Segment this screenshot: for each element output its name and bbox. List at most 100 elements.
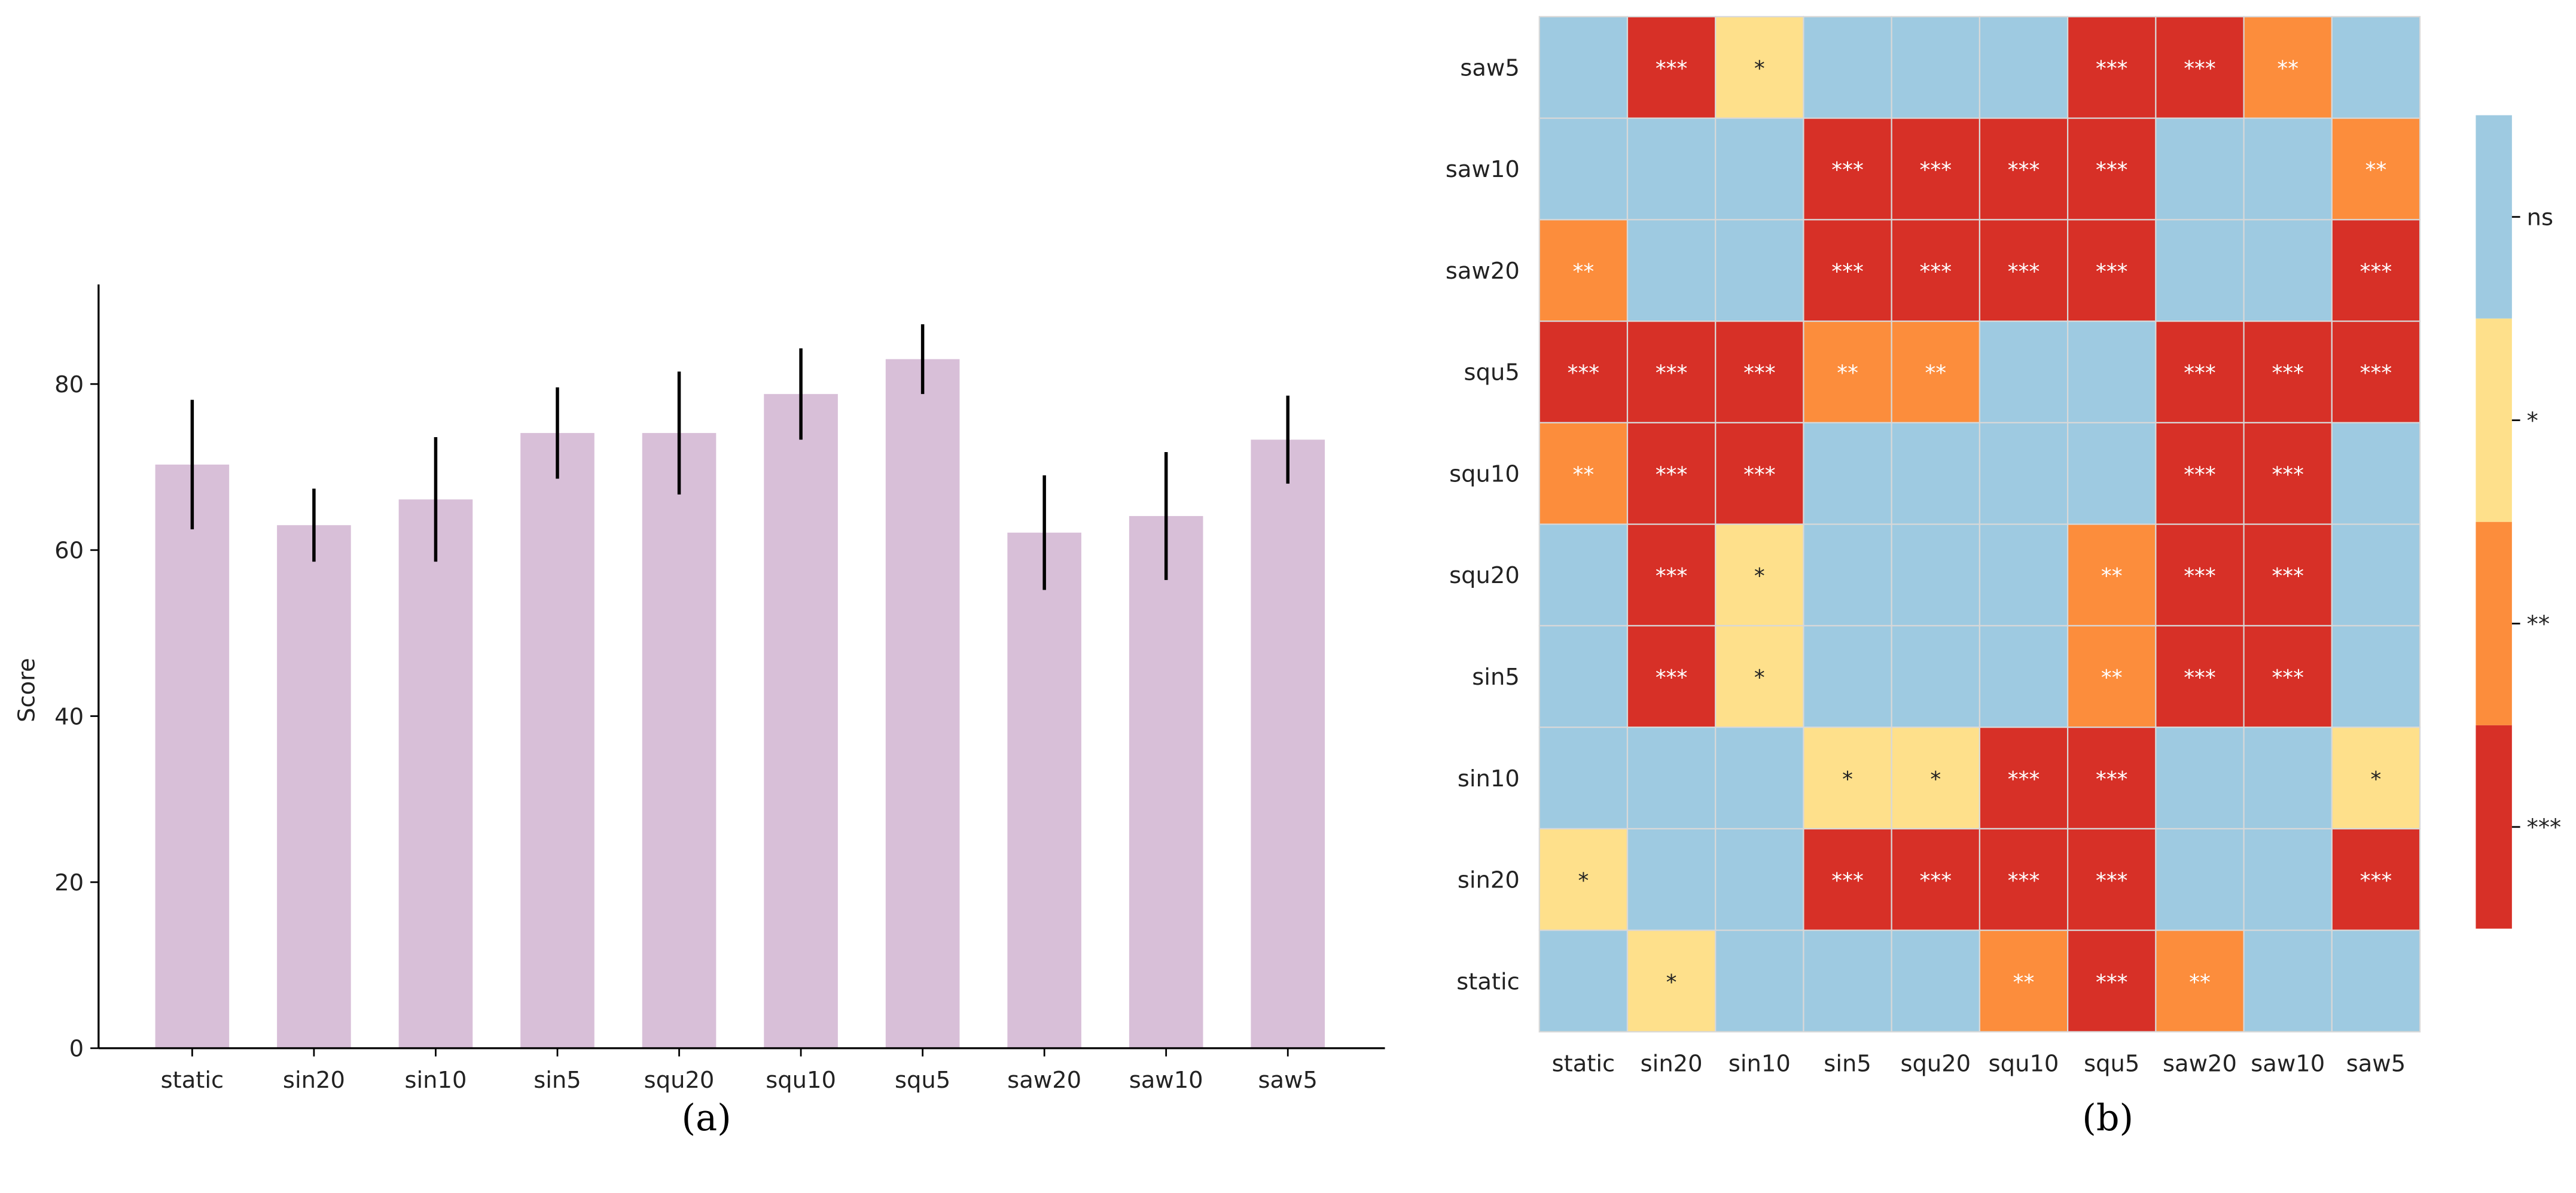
cell-label: *** [2360, 869, 2392, 893]
heatmap-cell [1979, 16, 2069, 119]
row-label: sin5 [1472, 664, 1520, 691]
heatmap-cell [1891, 16, 1981, 119]
bar-chart: static sin20 sin10 sin5 squ20 squ10 squ5 saw20 s… [54, 284, 1385, 1094]
heatmap-cell [1803, 625, 1892, 728]
cell-label: *** [2096, 260, 2128, 284]
heatmap-cell [1715, 929, 1804, 1033]
heatmap-cell [1538, 929, 1629, 1033]
heatmap-cell [1538, 727, 1629, 829]
column-label: sin5 [1824, 1050, 1871, 1077]
heatmap-cell [2331, 828, 2421, 931]
heatmap-cell [1626, 523, 1717, 627]
cell-label: *** [2008, 767, 2040, 792]
colorbar: ns****** [2476, 115, 2561, 929]
cell-label: *** [1831, 260, 1864, 284]
heatmap-cell [1803, 422, 1892, 525]
heatmap-cell [1538, 422, 1629, 525]
heatmap-cell [1979, 727, 2069, 829]
heatmap-cell [1803, 523, 1892, 627]
heatmap-cell [2243, 117, 2333, 221]
y-tick-label: 80 [54, 371, 84, 398]
heatmap-cell [2331, 929, 2421, 1033]
cell-label: *** [2184, 361, 2216, 386]
cell-label: ** [2013, 970, 2035, 994]
caption-a: (a) [682, 1097, 731, 1139]
cell-label: *** [2096, 767, 2128, 792]
cell-label: ** [1573, 260, 1595, 284]
cell-label: ** [2277, 56, 2298, 81]
cell-label: *** [1920, 260, 1952, 284]
heatmap-cell [1538, 321, 1629, 423]
cell-label: *** [1743, 361, 1776, 386]
heatmap-cell [1538, 16, 1629, 119]
colorbar-segment-1 [2476, 318, 2512, 522]
heatmap-cell [1891, 117, 1981, 221]
y-axis-label: Score [14, 658, 41, 722]
heatmap-cell [2155, 422, 2245, 525]
heatmap-cell [2243, 321, 2333, 423]
heatmap-cell [2155, 219, 2245, 322]
bar-saw5 [1251, 440, 1325, 1048]
heatmap-cell [2067, 523, 2157, 627]
heatmap-cell [1803, 219, 1892, 322]
x-tick-label: sin5 [534, 1067, 581, 1094]
cell-label: * [2371, 767, 2382, 792]
cell-label: *** [1920, 158, 1952, 182]
row-label: saw20 [1446, 258, 1520, 285]
cell-label: *** [1656, 564, 1688, 588]
heatmap-cell [1803, 16, 1892, 119]
bar-saw10 [1129, 515, 1203, 1048]
cell-label: *** [2184, 462, 2216, 487]
row-label: sin20 [1458, 867, 1520, 894]
cell-label: *** [1743, 462, 1776, 487]
heatmap-cell [1626, 727, 1717, 829]
cell-label: *** [2360, 361, 2392, 386]
cell-label: *** [1656, 361, 1688, 386]
bar-squ5 [885, 359, 960, 1048]
cell-label: * [1930, 767, 1941, 792]
x-tick-label: squ10 [766, 1067, 836, 1094]
heatmap-cell [1626, 929, 1717, 1033]
heatmap-cell [2331, 422, 2421, 525]
heatmap-cell [2067, 321, 2157, 423]
heatmap-cell [2155, 828, 2245, 931]
column-label: static [1552, 1050, 1615, 1077]
heatmap-cell [1891, 828, 1981, 931]
y-tick-label: 60 [54, 538, 84, 565]
heatmap-cell [1891, 321, 1981, 423]
heatmap-cell [2155, 321, 2245, 423]
heatmap-cell [2155, 117, 2245, 221]
heatmap-cell [2155, 16, 2245, 119]
cell-label: *** [2184, 564, 2216, 588]
heatmap-cell [2331, 625, 2421, 728]
cell-label: ** [1925, 361, 1946, 386]
heatmap-cell [1715, 117, 1804, 221]
heatmap-cell [2067, 828, 2157, 931]
cell-label: *** [2272, 361, 2304, 386]
row-label: squ10 [1449, 460, 1520, 487]
heatmap-cell [1803, 929, 1892, 1033]
cell-label: *** [2360, 260, 2392, 284]
heatmap: saw5 *** * *** *** **saw10 *** *** *** *** **saw20… [1446, 16, 2421, 1077]
heatmap-cell [2067, 117, 2157, 221]
heatmap-cell [1979, 929, 2069, 1033]
column-label: saw10 [2251, 1050, 2325, 1077]
heatmap-cell [1538, 117, 1629, 221]
heatmap-cell [1626, 219, 1717, 322]
heatmap-cell [2243, 422, 2333, 525]
bar-sin20 [277, 525, 351, 1048]
heatmap-cell [2155, 727, 2245, 829]
cell-label: *** [2096, 970, 2128, 994]
heatmap-cell [2331, 727, 2421, 829]
cell-label: *** [2096, 158, 2128, 182]
heatmap-cell [2243, 727, 2333, 829]
heatmap-cell [2331, 219, 2421, 322]
heatmap-cell [1715, 422, 1804, 525]
cell-label: * [1578, 869, 1589, 893]
cell-label: ** [2365, 158, 2387, 182]
row-label: saw5 [1460, 54, 1519, 81]
colorbar-segment-2 [2476, 521, 2512, 725]
column-label: saw20 [2163, 1050, 2237, 1077]
row-label: squ20 [1449, 562, 1520, 589]
